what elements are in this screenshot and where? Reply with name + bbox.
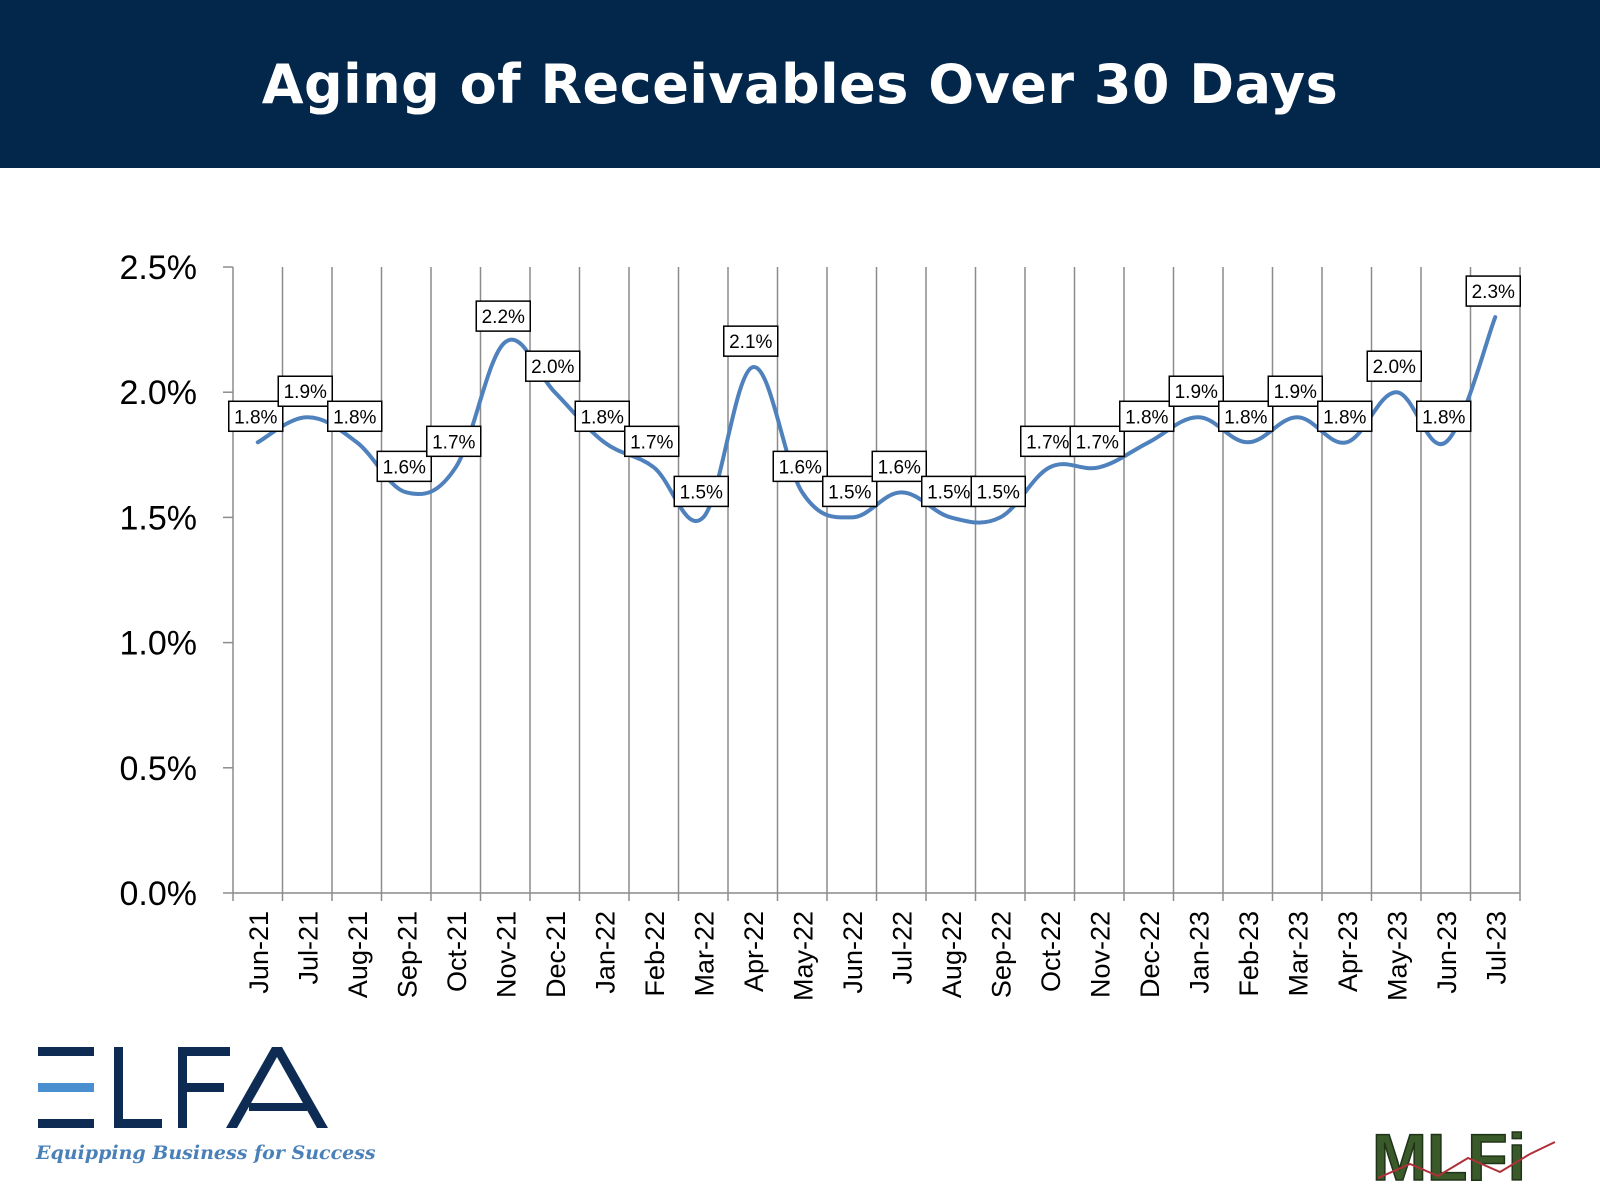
data-label: 1.7% <box>1020 425 1076 458</box>
data-label: 1.9% <box>277 375 333 407</box>
svg-text:1.6%: 1.6% <box>383 457 426 478</box>
data-label: 2.0% <box>1366 350 1422 382</box>
series-line <box>255 315 1498 525</box>
elfa-logo <box>38 1047 328 1128</box>
data-label: 2.3% <box>1465 275 1521 307</box>
data-label: 2.1% <box>723 325 779 357</box>
data-label: 1.6% <box>772 450 828 483</box>
svg-text:1.7%: 1.7% <box>1026 432 1069 453</box>
x-tick-label: Aug-22 <box>937 911 967 998</box>
title-banner: Aging of Receivables Over 30 Days <box>0 0 1600 168</box>
data-label: 1.7% <box>426 425 482 458</box>
svg-text:2.1%: 2.1% <box>729 332 772 353</box>
data-label: 1.5% <box>970 475 1026 508</box>
data-label: 1.5% <box>921 475 977 508</box>
data-label: 1.9% <box>1267 375 1323 407</box>
svg-text:2.3%: 2.3% <box>1472 282 1515 303</box>
data-label: 1.6% <box>871 450 927 483</box>
svg-text:1.8%: 1.8% <box>1422 407 1465 428</box>
y-tick-label: 1.0% <box>120 625 198 663</box>
y-tick-label: 0.0% <box>120 875 198 913</box>
svg-text:1.8%: 1.8% <box>1224 407 1267 428</box>
data-label: 1.8% <box>1416 400 1472 433</box>
svg-text:2.0%: 2.0% <box>531 357 574 378</box>
x-tick-label: Mar-23 <box>1283 911 1313 997</box>
data-label: 1.9% <box>1168 375 1224 407</box>
svg-text:1.6%: 1.6% <box>779 457 822 478</box>
svg-text:1.6%: 1.6% <box>878 457 921 478</box>
x-tick-label: Mar-22 <box>689 911 719 997</box>
data-label: 1.8% <box>574 400 630 433</box>
x-tick-label: Jul-22 <box>887 911 917 985</box>
svg-text:1.7%: 1.7% <box>1076 432 1119 453</box>
svg-text:1.8%: 1.8% <box>581 407 624 428</box>
data-label: 1.8% <box>327 400 383 433</box>
x-tick-label: Jan-23 <box>1184 911 1214 994</box>
x-tick-label: May-22 <box>788 911 818 1001</box>
svg-text:1.7%: 1.7% <box>630 432 673 453</box>
data-label: 1.6% <box>376 450 432 483</box>
mlfi-wordmark: MLFi <box>1372 1120 1526 1188</box>
x-tick-label: Jun-21 <box>244 911 274 994</box>
elfa-tagline: Equipping Business for Success <box>36 1142 376 1164</box>
x-tick-label: Sep-22 <box>986 911 1016 998</box>
page-title: Aging of Receivables Over 30 Days <box>261 52 1339 116</box>
x-tick-label: Apr-23 <box>1333 911 1363 992</box>
x-tick-label: Oct-21 <box>442 911 472 992</box>
data-label: 1.7% <box>1069 425 1125 458</box>
svg-text:1.8%: 1.8% <box>333 407 376 428</box>
svg-text:1.9%: 1.9% <box>1274 382 1317 403</box>
svg-text:1.8%: 1.8% <box>1125 407 1168 428</box>
svg-text:1.5%: 1.5% <box>828 482 871 503</box>
x-tick-label: May-23 <box>1382 911 1412 1001</box>
x-tick-label: Dec-22 <box>1135 911 1165 998</box>
data-label: 1.7% <box>624 425 680 458</box>
y-tick-label: 0.5% <box>120 750 198 788</box>
data-label: 2.2% <box>475 300 531 332</box>
data-label: 1.5% <box>673 475 729 508</box>
x-tick-label: Nov-22 <box>1085 911 1115 998</box>
y-tick-label: 2.5% <box>120 249 198 287</box>
x-tick-label: Jul-21 <box>293 911 323 985</box>
x-tick-label: Apr-22 <box>739 911 769 992</box>
x-tick-label: Jul-23 <box>1481 911 1511 985</box>
x-tick-label: Oct-22 <box>1036 911 1066 992</box>
line-chart: 0.0% 0.5% 1.0% 1.5% 2.0% 2.5% Jun-21 Jul-21 Aug-… <box>120 249 1521 1001</box>
y-tick-label: 1.5% <box>120 499 198 537</box>
x-tick-label: Jun-23 <box>1432 911 1462 994</box>
svg-text:1.5%: 1.5% <box>680 482 723 503</box>
data-label: 1.8% <box>1218 400 1274 433</box>
svg-text:1.9%: 1.9% <box>284 382 327 403</box>
svg-text:1.8%: 1.8% <box>234 407 277 428</box>
svg-text:1.5%: 1.5% <box>977 482 1020 503</box>
x-tick-label: Jun-22 <box>838 911 868 994</box>
svg-text:1.7%: 1.7% <box>432 432 475 453</box>
svg-text:1.8%: 1.8% <box>1323 407 1366 428</box>
x-tick-label: Sep-21 <box>392 911 422 998</box>
x-tick-label: Dec-21 <box>541 911 571 998</box>
data-label: 1.8% <box>1119 400 1175 433</box>
svg-text:1.5%: 1.5% <box>927 482 970 503</box>
svg-text:1.9%: 1.9% <box>1175 382 1218 403</box>
data-label: 1.8% <box>1317 400 1373 433</box>
x-tick-label: Feb-22 <box>640 911 670 997</box>
mlfi-logo: MLFi <box>1371 1120 1556 1188</box>
y-tick-label: 2.0% <box>120 374 198 412</box>
x-tick-label: Aug-21 <box>343 911 373 998</box>
data-label: 1.5% <box>822 475 878 508</box>
x-tick-label: Jan-22 <box>590 911 620 994</box>
data-label: 1.8% <box>228 400 284 433</box>
svg-text:2.2%: 2.2% <box>482 307 525 328</box>
x-tick-label: Feb-23 <box>1234 911 1264 997</box>
x-tick-label: Nov-21 <box>491 911 521 998</box>
data-label: 2.0% <box>525 350 581 382</box>
svg-text:2.0%: 2.0% <box>1373 357 1416 378</box>
